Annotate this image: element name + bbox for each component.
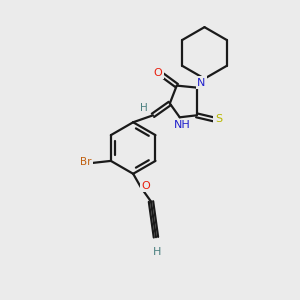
Text: S: S xyxy=(215,114,222,124)
Text: NH: NH xyxy=(174,120,191,130)
Text: O: O xyxy=(154,68,162,78)
Text: O: O xyxy=(142,181,150,191)
Text: H: H xyxy=(140,103,148,113)
Text: N: N xyxy=(197,78,206,88)
Text: Br: Br xyxy=(80,157,92,167)
Text: H: H xyxy=(153,247,161,257)
